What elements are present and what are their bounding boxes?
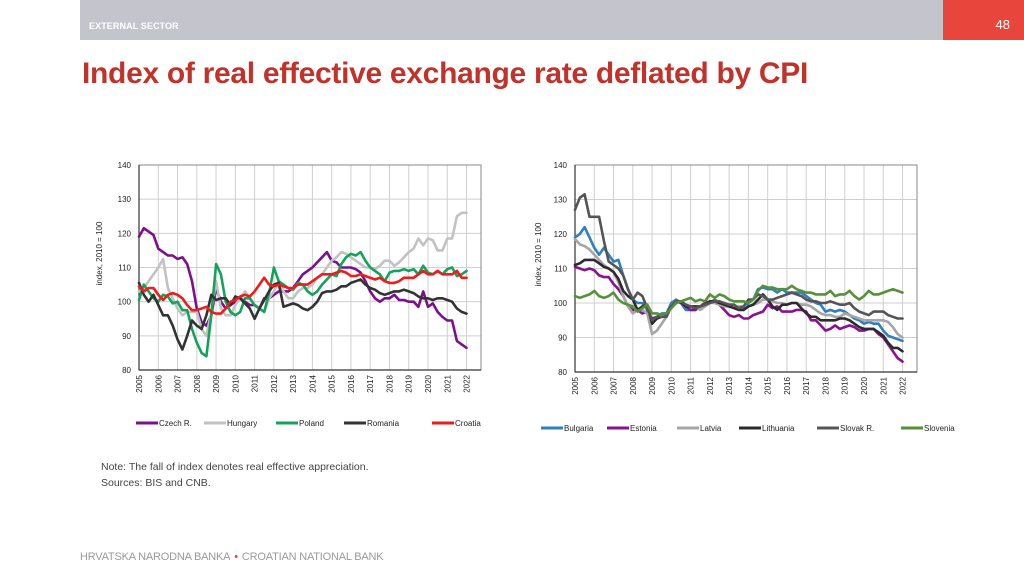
y-axis-label: index, 2010 = 100 [534,222,543,286]
series-line-lithuania [573,258,904,353]
x-tick-label: 2013 [725,376,734,394]
x-tick-label: 2009 [212,374,221,392]
legend-label: Hungary [227,419,257,428]
x-tick-label: 2014 [308,374,317,392]
x-tick-label: 2012 [270,374,279,392]
x-tick-label: 2006 [590,376,599,394]
footer-right: CROATIAN NATIONAL BANK [241,551,384,563]
legend-label: Slovenia [924,424,955,433]
y-tick-label: 140 [118,161,132,170]
y-tick-label: 110 [554,265,567,274]
x-tick-label: 2005 [571,376,580,394]
y-tick-label: 100 [554,299,568,308]
x-tick-label: 2008 [193,374,202,392]
footer-separator: • [234,551,238,563]
legend-label: Poland [299,419,324,428]
x-tick-label: 2006 [154,374,163,392]
x-tick-label: 2013 [289,374,298,392]
y-tick-label: 90 [122,332,131,341]
x-tick-label: 2022 [463,374,472,392]
x-tick-label: 2015 [764,376,773,394]
x-tick-label: 2018 [821,376,830,394]
x-tick-label: 2022 [899,376,908,394]
y-tick-label: 130 [554,196,568,205]
x-tick-label: 2007 [610,376,619,394]
x-tick-label: 2007 [174,374,183,392]
x-tick-label: 2010 [231,374,240,392]
x-tick-label: 2021 [443,374,452,392]
y-tick-label: 90 [558,334,567,343]
x-tick-label: 2017 [366,374,375,392]
x-tick-label: 2009 [648,376,657,394]
legend-label: Czech R. [159,419,192,428]
legend-label: Lithuania [762,424,795,433]
x-tick-label: 2019 [841,376,850,394]
legend-label: Romania [367,419,400,428]
x-tick-label: 2019 [405,374,414,392]
x-tick-label: 2010 [667,376,676,394]
footer-brand: HRVATSKA NARODNA BANKA • CROATIAN NATIONAL… [80,551,384,563]
y-tick-label: 80 [558,368,567,377]
series-line-slovenia [573,284,904,317]
series-line-romania [137,278,468,351]
y-axis-label: index, 2010 = 100 [95,221,104,285]
y-tick-label: 120 [554,230,568,239]
x-tick-label: 2014 [744,376,753,394]
legend-label: Latvia [700,424,722,433]
series-line-croatia [137,269,468,315]
series-line-czech-r [137,226,468,350]
header-bar: EXTERNAL SECTOR [80,0,943,40]
x-tick-label: 2015 [328,374,337,392]
x-tick-label: 2016 [783,376,792,394]
page-title: Index of real effective exchange rate de… [82,57,809,90]
x-tick-label: 2011 [687,376,696,394]
x-tick-label: 2017 [802,376,811,394]
footer-left: HRVATSKA NARODNA BANKA [80,551,231,563]
x-tick-label: 2008 [629,376,638,394]
y-tick-label: 100 [118,298,132,307]
x-tick-label: 2012 [706,376,715,394]
legend-label: Estonia [630,424,657,433]
y-tick-label: 110 [118,264,131,273]
x-tick-label: 2021 [879,376,888,394]
note-text: Note: The fall of index denotes real eff… [101,461,369,473]
section-label: EXTERNAL SECTOR [89,21,179,31]
page-number: 48 [995,17,1010,32]
page-badge: 48 [943,0,1024,40]
sources-text: Sources: BIS and CNB. [101,477,211,489]
y-tick-label: 80 [122,366,131,375]
legend-label: Slovak R. [840,424,874,433]
series-line-hungary [137,211,468,338]
chart-note: Note: The fall of index denotes real eff… [101,459,369,491]
legend-label: Croatia [455,419,481,428]
x-tick-label: 2016 [347,374,356,392]
x-tick-label: 2018 [385,374,394,392]
series-line-latvia [573,237,904,339]
y-tick-label: 130 [118,195,132,204]
y-tick-label: 120 [118,229,132,238]
x-tick-label: 2020 [860,376,869,394]
y-tick-label: 140 [554,161,568,170]
x-tick-label: 2011 [251,374,260,392]
x-tick-label: 2005 [135,374,144,392]
x-tick-label: 2020 [424,374,433,392]
legend-label: Bulgaria [564,424,594,433]
series-line-slovak-r [573,193,904,322]
